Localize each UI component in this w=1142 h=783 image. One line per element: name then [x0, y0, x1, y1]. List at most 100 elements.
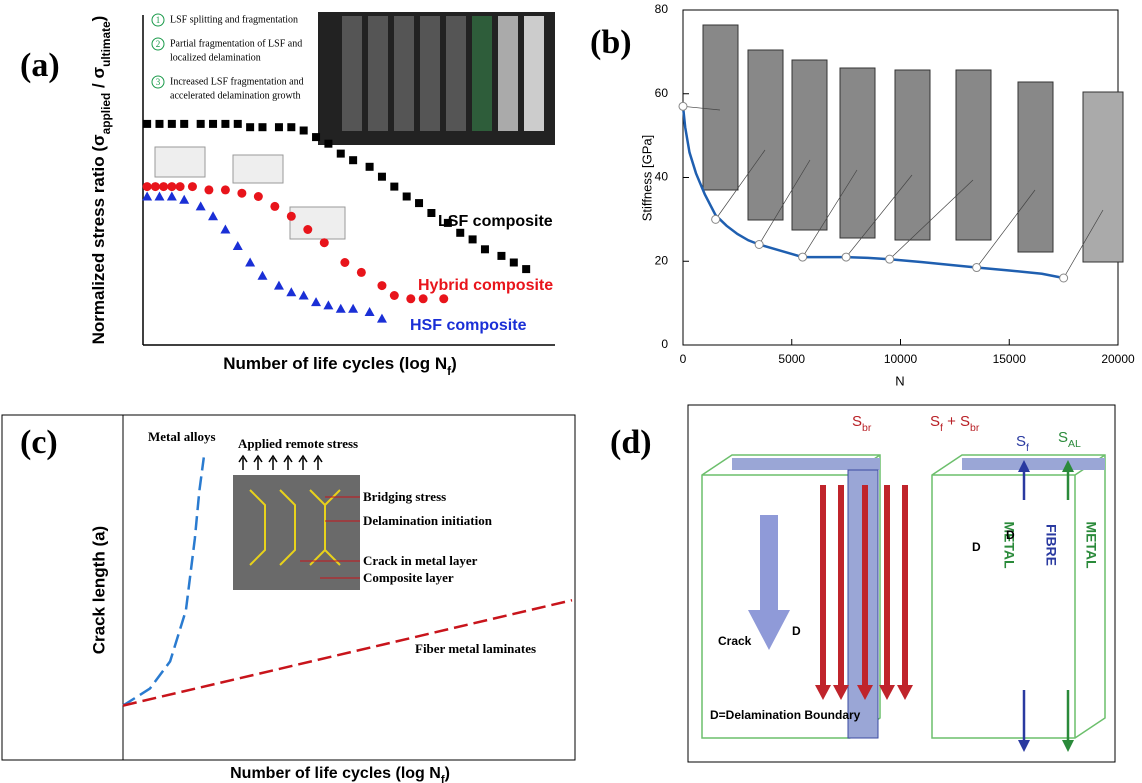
y-axis-label: Normalized stress ratio (σapplied / σult… — [89, 16, 113, 345]
data-point — [234, 120, 242, 128]
inset-label: Crack in metal layer — [363, 553, 478, 568]
data-point — [712, 215, 720, 223]
data-point — [303, 225, 312, 234]
data-point — [973, 264, 981, 272]
data-point — [221, 185, 230, 194]
data-point — [204, 185, 213, 194]
data-point — [258, 123, 266, 131]
d-label: D — [1006, 528, 1015, 542]
data-point — [245, 258, 255, 267]
x-axis-label: Number of life cycles (log Nf) — [230, 765, 450, 783]
data-point — [510, 259, 518, 267]
data-point — [799, 253, 807, 261]
y-tick-label: 20 — [655, 253, 669, 267]
y-tick-label: 60 — [655, 86, 669, 100]
note-number: 2 — [156, 39, 161, 49]
y-axis-label-part: ultimate — [99, 21, 113, 67]
s-br-label-part: br — [862, 422, 872, 434]
data-point — [155, 120, 163, 128]
data-point — [377, 314, 387, 323]
data-point — [886, 255, 894, 263]
x-axis-label-part: Number of life cycles (log N — [223, 354, 447, 373]
inset-label: Bridging stress — [363, 489, 446, 504]
s-br-label-part: S — [852, 413, 862, 430]
s-f-br-label-part: S — [930, 413, 940, 430]
x-tick-label: 20000 — [1101, 352, 1135, 366]
data-point — [208, 211, 218, 220]
data-point — [469, 235, 477, 243]
data-point — [324, 140, 332, 148]
data-point — [159, 182, 168, 191]
y-axis-label-part: applied — [99, 93, 113, 135]
data-point — [168, 120, 176, 128]
data-point — [312, 133, 320, 141]
data-point — [176, 182, 185, 191]
fibre-layer — [732, 458, 880, 470]
data-point — [348, 304, 358, 313]
inset-label: Delamination initiation — [363, 513, 493, 528]
data-point — [179, 195, 189, 204]
data-point — [300, 127, 308, 135]
data-point — [197, 120, 205, 128]
x-tick-label: 15000 — [993, 352, 1027, 366]
data-point — [365, 307, 375, 316]
data-point — [209, 120, 217, 128]
data-point — [143, 182, 152, 191]
data-point — [237, 189, 246, 198]
data-point — [427, 209, 435, 217]
laminate-sketches — [155, 147, 345, 239]
y-axis-label-part: / σ — [89, 67, 108, 93]
note-text: LSF splitting and fragmentation — [170, 14, 298, 25]
data-point — [522, 265, 530, 273]
x-axis-label: N — [895, 373, 904, 388]
data-point — [390, 291, 399, 300]
data-point — [311, 297, 321, 306]
series-label: LSF composite — [438, 213, 553, 230]
data-point — [167, 192, 177, 201]
fibre-layer — [962, 458, 1105, 470]
panel-label: (d) — [610, 424, 652, 461]
data-point — [378, 173, 386, 181]
series-label: Metal alloys — [148, 429, 216, 444]
data-point — [221, 120, 229, 128]
data-point — [180, 120, 188, 128]
data-point — [842, 253, 850, 261]
series-label: Hybrid composite — [418, 277, 553, 294]
data-point — [366, 163, 374, 171]
layer-label: METAL — [1083, 521, 1099, 569]
data-point — [233, 241, 243, 250]
note-text: localized delamination — [170, 52, 261, 63]
y-axis-label-part: ) — [89, 16, 108, 22]
legend-text: D=Delamination Boundary — [710, 708, 861, 722]
figure: (a)Normalized stress ratio (σapplied / σ… — [0, 0, 1142, 783]
specimen-photos — [703, 25, 1123, 262]
note-text: Partial fragmentation of LSF and — [170, 38, 302, 49]
data-point — [497, 252, 505, 260]
data-point — [246, 123, 254, 131]
data-point — [336, 304, 346, 313]
data-point — [403, 193, 411, 201]
x-tick-label: 5000 — [778, 352, 805, 366]
s-al-label-part: S — [1058, 429, 1068, 446]
note-text: Increased LSF fragmentation and — [170, 76, 304, 87]
note-number: 1 — [156, 15, 161, 25]
data-point — [406, 294, 415, 303]
d-label: D — [792, 624, 801, 638]
x-tick-label: 10000 — [884, 352, 918, 366]
data-point — [320, 238, 329, 247]
data-point — [1060, 274, 1068, 282]
data-point — [299, 291, 309, 300]
s-f-label-part: S — [1016, 433, 1026, 450]
y-axis-label-part: Normalized stress ratio (σ — [89, 134, 108, 344]
inset-label: Applied remote stress — [238, 436, 358, 451]
y-axis-label: Crack length (a) — [89, 526, 108, 654]
data-point — [755, 241, 763, 249]
d-label: D — [972, 540, 981, 554]
data-point — [143, 120, 151, 128]
data-point — [415, 199, 423, 207]
data-point — [257, 271, 267, 280]
data-point — [154, 192, 164, 201]
data-point — [270, 202, 279, 211]
data-point — [196, 201, 206, 210]
data-point — [188, 182, 197, 191]
